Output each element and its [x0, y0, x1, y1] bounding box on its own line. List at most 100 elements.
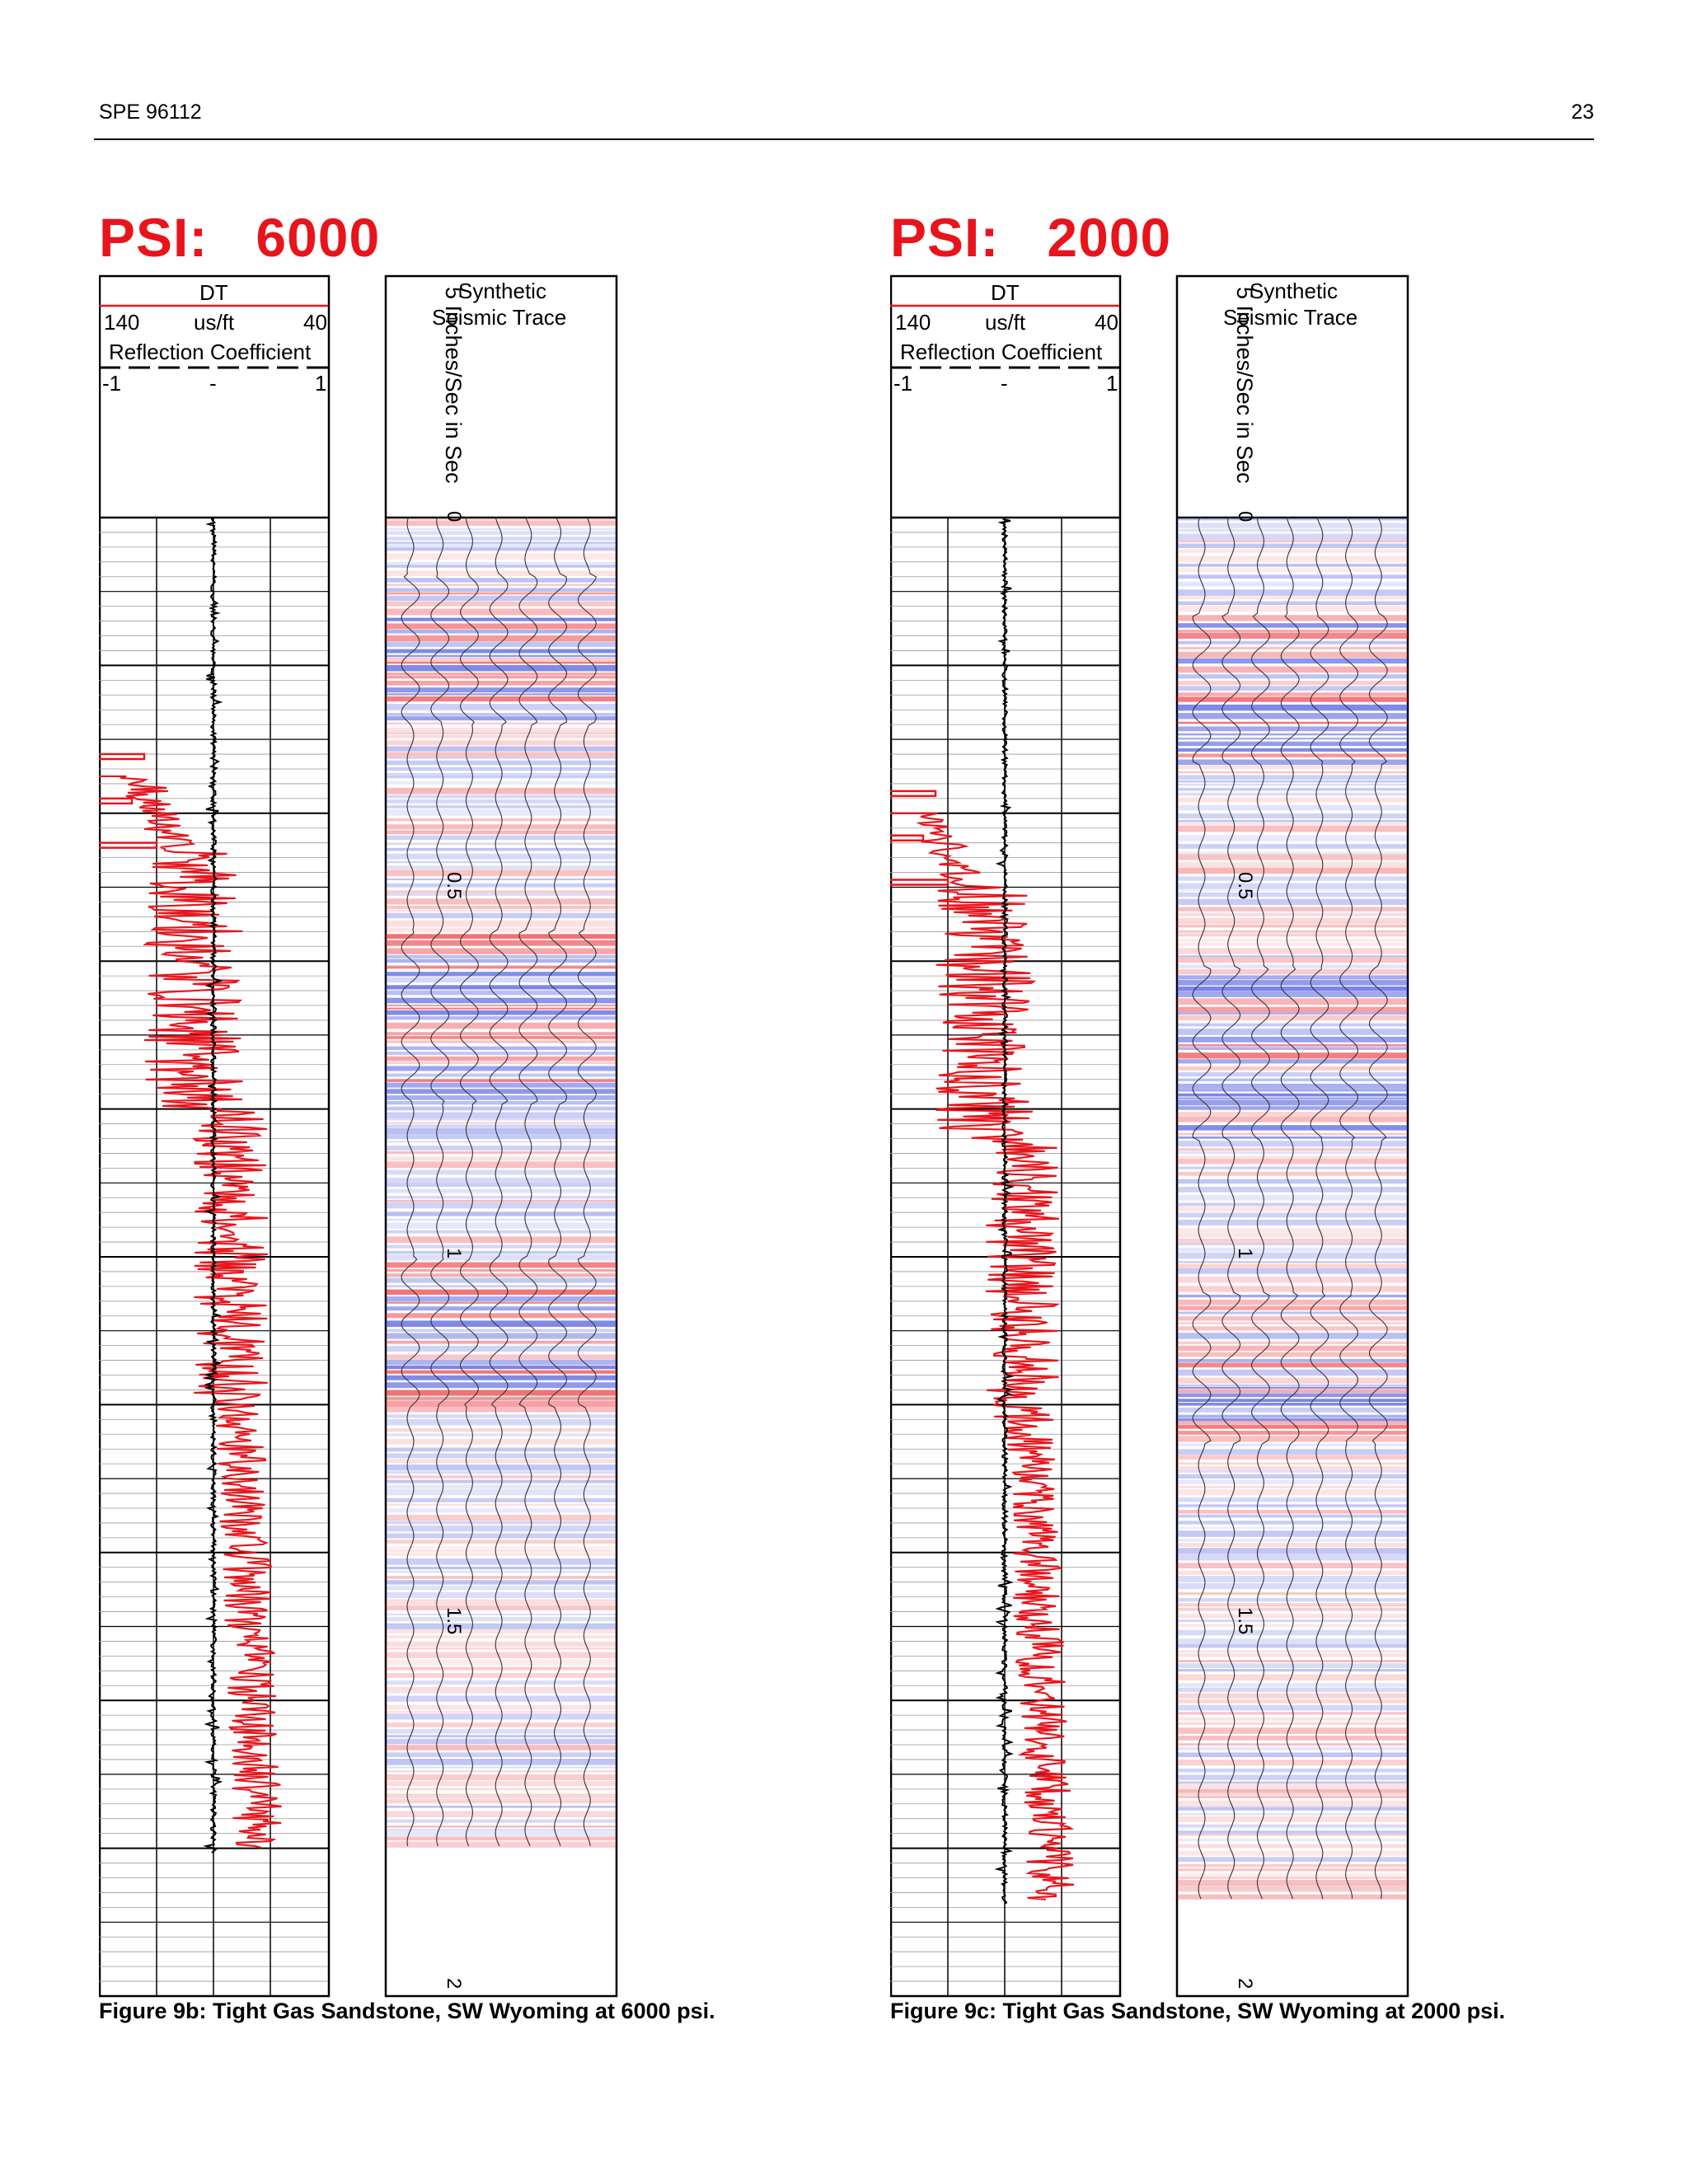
seismic-band: [386, 752, 617, 757]
seismic-band: [1177, 1305, 1408, 1310]
seismic-band: [1177, 889, 1408, 892]
seismic-band: [386, 1244, 617, 1249]
seismic-band: [1177, 646, 1408, 650]
seismic-band: [1177, 1514, 1408, 1518]
seismic-band: [1177, 1333, 1408, 1339]
seismic-band: [1177, 1783, 1408, 1789]
seismic-band: [1177, 1873, 1408, 1877]
seismic-band: [386, 799, 617, 804]
seismic-band: [386, 1396, 617, 1400]
seismic-band: [1177, 543, 1408, 549]
seismic-band: [1177, 686, 1408, 691]
seismic-band: [1177, 771, 1408, 774]
dt-spike: [890, 834, 925, 841]
seismic-band: [386, 1836, 617, 1841]
seismic-band: [386, 1169, 617, 1175]
seismic-band: [386, 934, 617, 940]
seismic-band: [386, 1301, 617, 1304]
seismic-band: [1177, 1619, 1408, 1623]
seismic-band: [386, 1340, 617, 1344]
seismic-band: [386, 965, 617, 969]
seismic-band: [1177, 1316, 1408, 1321]
seismic-band: [1177, 1029, 1408, 1035]
seismic-band: [1177, 1844, 1408, 1849]
seismic-band: [1177, 1583, 1408, 1590]
seismic-band: [1177, 1228, 1408, 1233]
seismic-band: [1177, 1414, 1408, 1418]
seismic-band: [1177, 581, 1408, 587]
seismic-band: [386, 958, 617, 963]
seismic-band: [386, 1652, 617, 1658]
seismic-band: [386, 835, 617, 841]
seismic-band: [386, 898, 617, 905]
time-tick-1: 1: [443, 1248, 465, 1259]
seismic-band: [1177, 1369, 1408, 1376]
seismic-band: [1177, 563, 1408, 567]
dt-left-scale: 140: [104, 310, 140, 335]
seismic-band: [1177, 1311, 1408, 1315]
seismic-band: [386, 1713, 617, 1720]
seismic-band: [1177, 1243, 1408, 1245]
seismic-band: [386, 1161, 617, 1169]
seismic-band: [1177, 1322, 1408, 1324]
seismic-band: [386, 1704, 617, 1710]
seismic-band: [386, 1212, 617, 1216]
seismic-band: [1177, 921, 1408, 924]
seismic-band: [1177, 1436, 1408, 1442]
seismic-band: [1177, 1106, 1408, 1110]
seismic-band: [1177, 1554, 1408, 1561]
seismic-band: [1177, 1015, 1408, 1021]
seismic-band: [386, 1427, 617, 1432]
seismic-band: [1177, 1807, 1408, 1811]
seismic-band: [386, 1414, 617, 1418]
seismic-band: [1177, 759, 1408, 766]
figure-9c: PSI: 2000 DT 140 us/ft 40 Reflection Coe…: [890, 206, 1505, 2052]
seismic-band: [1177, 1059, 1408, 1064]
seismic-trace-wiggle: [1368, 517, 1388, 1900]
seismic-band: [386, 997, 617, 1004]
seismic-band: [386, 1580, 617, 1585]
seismic-band: [386, 661, 617, 664]
well-log-plot: [890, 274, 1409, 1998]
seismic-band: [1177, 1886, 1408, 1892]
seismic-band: [386, 562, 617, 565]
seismic-band: [386, 1151, 617, 1154]
seismic-band: [1177, 1868, 1408, 1872]
dt-curve-label: DT: [199, 280, 228, 305]
seismic-band: [1177, 1389, 1408, 1394]
seismic-band: [386, 1199, 617, 1202]
seismic-band: [386, 657, 617, 662]
seismic-band: [1177, 823, 1408, 825]
seismic-band: [386, 1354, 617, 1360]
seismic-band: [1177, 726, 1408, 732]
dt-spike: [890, 790, 937, 798]
seismic-band: [1177, 1425, 1408, 1429]
seismic-band: [1177, 1047, 1408, 1050]
seismic-band: [386, 1546, 617, 1549]
seismic-band: [386, 649, 617, 654]
seismic-band: [1177, 1132, 1408, 1136]
seismic-band: [1177, 1261, 1408, 1263]
seismic-band: [1177, 1443, 1408, 1446]
figure-caption: Figure 9b: Tight Gas Sandstone, SW Wyomi…: [99, 1999, 715, 2023]
seismic-band: [1177, 948, 1408, 954]
seismic-band: [386, 1799, 617, 1804]
seismic-band: [1177, 1510, 1408, 1514]
seismic-band: [1177, 1752, 1408, 1758]
seismic-band: [386, 842, 617, 846]
seismic-band: [1177, 1607, 1408, 1611]
seismic-band: [386, 1156, 617, 1161]
seismic-band: [386, 1222, 617, 1229]
seismic-band: [1177, 568, 1408, 573]
seismic-band: [386, 1438, 617, 1445]
seismic-band: [1177, 912, 1408, 916]
seismic-band: [386, 1672, 617, 1678]
seismic-band: [1177, 892, 1408, 898]
seismic-band: [1177, 1137, 1408, 1139]
seismic-band: [386, 912, 617, 919]
seismic-band: [386, 847, 617, 851]
seismic-band: [1177, 1006, 1408, 1013]
seismic-band: [1177, 674, 1408, 679]
seismic-band: [386, 1400, 617, 1408]
seismic-band: [386, 578, 617, 583]
